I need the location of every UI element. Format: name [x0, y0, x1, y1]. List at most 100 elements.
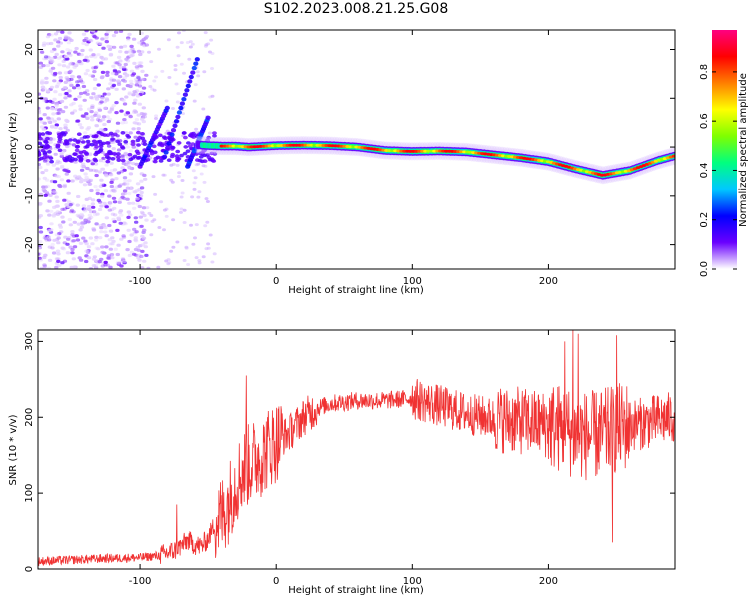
heatmap-cell	[107, 223, 112, 228]
heatmap-cell	[84, 112, 89, 116]
heatmap-cell	[113, 186, 118, 190]
heatmap-cell	[57, 263, 62, 267]
heatmap-cell	[59, 230, 64, 234]
heatmap-cell	[96, 83, 101, 87]
heatmap-cell	[114, 87, 119, 91]
heatmap-cell	[192, 187, 197, 191]
heatmap-cell	[65, 144, 70, 149]
heatmap-cell	[65, 48, 70, 52]
heatmap-cell	[89, 110, 94, 114]
heatmap-cell	[112, 132, 118, 137]
heatmap-cell	[175, 100, 180, 104]
heatmap-cell	[118, 30, 124, 33]
heatmap-cell	[80, 80, 85, 85]
heatmap-cell	[128, 50, 134, 55]
heatmap-cell	[71, 239, 77, 243]
heatmap-cell	[80, 48, 85, 53]
heatmap-cell	[127, 152, 133, 157]
heatmap-cell	[94, 145, 99, 149]
heatmap-cell	[127, 253, 132, 258]
heatmap-cell	[47, 245, 52, 249]
heatmap-cell	[193, 61, 199, 66]
heatmap-cell	[70, 157, 75, 161]
heatmap-cell	[54, 101, 60, 105]
heatmap-cell	[98, 42, 103, 46]
heatmap-cell	[60, 110, 66, 114]
heatmap-cell	[140, 132, 145, 136]
heatmap-cell	[45, 136, 50, 141]
heatmap-cell	[212, 134, 217, 138]
heatmap-cell	[150, 219, 155, 223]
heatmap-cell	[142, 173, 147, 177]
heatmap-cell	[113, 247, 118, 251]
heatmap-cell	[49, 41, 54, 46]
heatmap-cell	[48, 156, 54, 160]
heatmap-cell	[71, 101, 76, 105]
heatmap-cell	[90, 242, 95, 246]
heatmap-cell	[42, 121, 47, 125]
heatmap-cell	[116, 171, 122, 175]
heatmap-cell	[139, 186, 145, 190]
heatmap-cell	[127, 92, 132, 96]
heatmap-cell	[49, 33, 54, 37]
heatmap-cell	[40, 88, 46, 92]
heatmap-cell	[175, 163, 180, 167]
heatmap-cell	[145, 158, 151, 162]
heatmap-cell	[115, 261, 121, 265]
heatmap-cell	[148, 85, 153, 88]
heatmap-cell	[176, 110, 182, 115]
heatmap-cell	[180, 191, 185, 195]
heatmap-cell	[49, 222, 54, 226]
heatmap-cell	[80, 140, 86, 144]
heatmap-cell	[91, 210, 97, 214]
heatmap-cell	[38, 136, 43, 141]
heatmap-cell	[209, 151, 215, 156]
heatmap-cell	[100, 250, 105, 254]
heatmap-cell	[38, 61, 43, 65]
heatmap-cell	[53, 32, 59, 36]
heatmap-cell	[138, 61, 144, 65]
heatmap-cell	[47, 229, 52, 233]
heatmap-cell	[191, 242, 196, 246]
heatmap-cell	[52, 97, 57, 101]
heatmap-cell	[120, 257, 126, 261]
heatmap-cell	[116, 152, 121, 156]
heatmap-cell	[144, 43, 149, 47]
heatmap-cell	[61, 64, 67, 68]
heatmap-cell	[74, 234, 79, 238]
heatmap-cell	[86, 115, 91, 119]
heatmap-cell	[134, 189, 139, 193]
heatmap-cell	[102, 133, 108, 137]
heatmap-cell	[40, 132, 46, 136]
heatmap-cell	[56, 44, 61, 48]
heatmap-cell	[116, 216, 121, 220]
heatmap-cell	[75, 203, 81, 207]
heatmap-cell	[59, 154, 64, 158]
heatmap-cell	[57, 137, 63, 142]
heatmap-cell	[64, 169, 69, 173]
heatmap-cell	[92, 35, 97, 39]
heatmap-cell	[130, 139, 136, 144]
heatmap-cell	[38, 192, 43, 196]
heatmap-cell	[114, 72, 119, 76]
colorbar: 0.0 0.2 0.4 0.6 0.8 Normalized spectral ampl…	[699, 30, 749, 277]
x-tick-label: 100	[403, 276, 422, 287]
y-tick-label: 0	[24, 144, 35, 150]
heatmap-cell	[123, 179, 128, 183]
heatmap-cell	[60, 246, 65, 250]
heatmap-cell	[108, 82, 113, 86]
heatmap-cell	[115, 139, 121, 144]
heatmap-cell	[128, 115, 133, 119]
heatmap-cell	[193, 83, 198, 87]
y-tick-label: 100	[24, 484, 35, 503]
heatmap-cell	[38, 117, 43, 121]
heatmap-cell	[99, 167, 105, 171]
heatmap-cell	[134, 230, 139, 234]
heatmap-cell	[90, 202, 96, 206]
heatmap-cell	[171, 245, 176, 249]
heatmap-cell	[123, 120, 128, 125]
heatmap-cell	[121, 87, 127, 91]
heatmap-cell	[70, 233, 75, 237]
heatmap-cell	[39, 50, 45, 54]
heatmap-cell	[153, 156, 159, 161]
